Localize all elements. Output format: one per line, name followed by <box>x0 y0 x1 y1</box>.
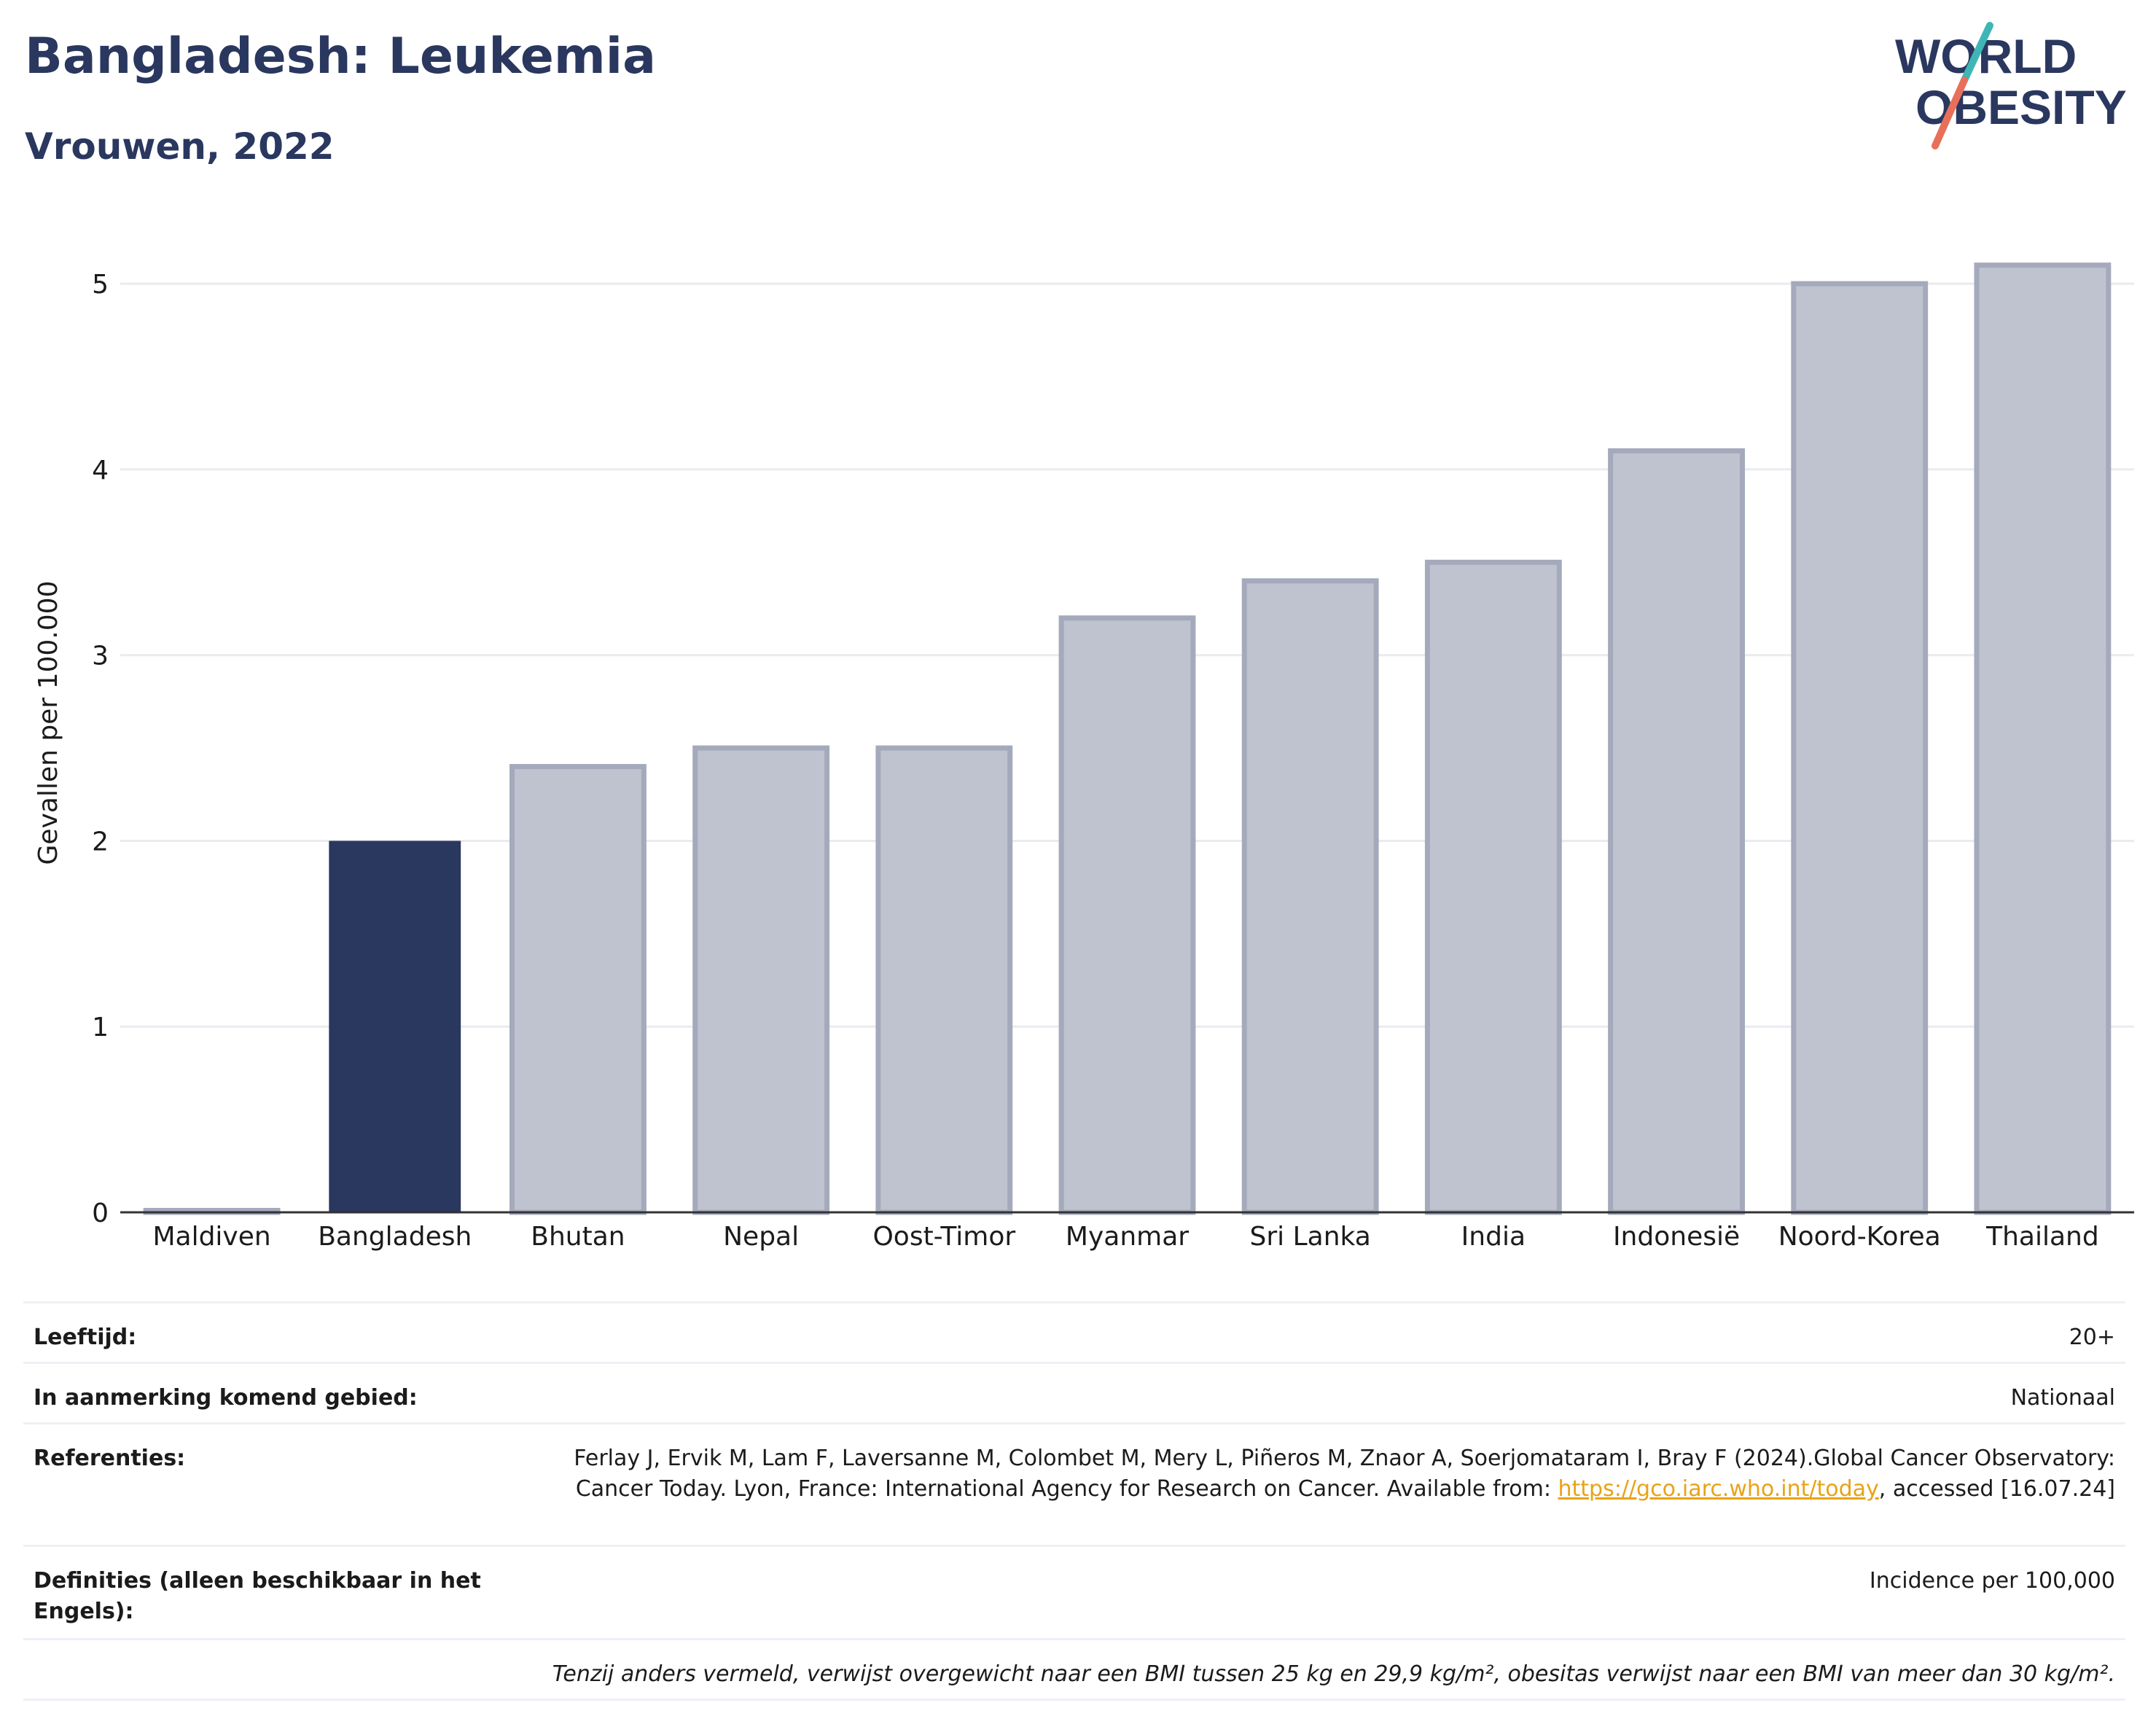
area-value: Nationaal <box>2010 1385 2115 1411</box>
bar <box>1424 559 1562 1215</box>
x-tick-label: Indonesië <box>1613 1222 1740 1252</box>
chart-subtitle: Vrouwen, 2022 <box>25 125 335 168</box>
x-tick-label: India <box>1461 1222 1526 1252</box>
y-tick-label: 5 <box>92 270 109 300</box>
world-obesity-logo: WORLD OBESITY <box>1895 22 2127 149</box>
x-tick-label: Maldiven <box>152 1222 270 1252</box>
references-text: Ferlay J, Ervik M, Lam F, Laversanne M, … <box>574 1446 2115 1502</box>
y-tick-label: 2 <box>92 827 109 857</box>
age-value: 20+ <box>2069 1325 2115 1350</box>
definitions-label: Definities (alleen beschikbaar in het En… <box>34 1568 481 1624</box>
x-tick-label: Myanmar <box>1066 1222 1189 1252</box>
bar <box>692 745 830 1215</box>
info-row-references: Referenties: Ferlay J, Ervik M, Lam F, L… <box>23 1422 2125 1545</box>
x-tick-label: Noord-Korea <box>1778 1222 1941 1252</box>
age-label: Leeftijd: <box>34 1325 137 1350</box>
y-axis-label: Gevallen per 100.000 <box>34 581 63 865</box>
definitions-value: Incidence per 100,000 <box>1869 1568 2115 1594</box>
bar <box>875 745 1013 1215</box>
area-label: In aanmerking komend gebied: <box>34 1385 418 1411</box>
y-tick-label: 1 <box>92 1013 109 1042</box>
bar <box>1974 262 2112 1215</box>
info-row-area: In aanmerking komend gebied: Nationaal <box>23 1362 2125 1422</box>
info-row-footnote: Tenzij anders vermeld, verwijst overgewi… <box>23 1638 2125 1701</box>
x-tick-label: Oost-Timor <box>872 1222 1015 1252</box>
bar <box>1241 578 1379 1215</box>
bar-chart: 0 1 2 3 4 5 Gevallen per 100.000 Maldiven Bangla… <box>34 262 2134 1252</box>
y-tick-label: 3 <box>92 642 109 671</box>
info-table: Leeftijd: 20+ In aanmerking komend gebie… <box>23 1301 2125 1701</box>
info-row-age: Leeftijd: 20+ <box>23 1301 2125 1362</box>
references-value: Ferlay J, Ervik M, Lam F, Laversanne M, … <box>548 1443 2115 1505</box>
references-link[interactable]: https://gco.iarc.who.int/today <box>1558 1476 1879 1502</box>
logo-slash-bottom <box>1932 77 1968 149</box>
info-row-definitions: Definities (alleen beschikbaar in het En… <box>23 1545 2125 1638</box>
x-tick-label: Nepal <box>723 1222 799 1252</box>
chart-title: Bangladesh: Leukemia <box>25 28 656 85</box>
x-tick-label: Sri Lanka <box>1250 1222 1371 1252</box>
references-accessed: , accessed [16.07.24] <box>1878 1476 2115 1502</box>
references-label: Referenties: <box>34 1446 186 1471</box>
x-tick-label: Bangladesh <box>318 1222 472 1252</box>
x-tick-label: Thailand <box>1985 1222 2099 1252</box>
bar <box>1608 448 1745 1215</box>
bar <box>1058 615 1196 1215</box>
bar <box>329 841 461 1212</box>
logo-slash-top <box>1961 22 1993 84</box>
bar <box>509 764 647 1215</box>
footnote: Tenzij anders vermeld, verwijst overgewi… <box>552 1661 2115 1687</box>
y-tick-label: 0 <box>92 1198 109 1228</box>
x-tick-label: Bhutan <box>531 1222 625 1252</box>
bar <box>1791 281 1929 1215</box>
y-tick-label: 4 <box>92 456 109 486</box>
